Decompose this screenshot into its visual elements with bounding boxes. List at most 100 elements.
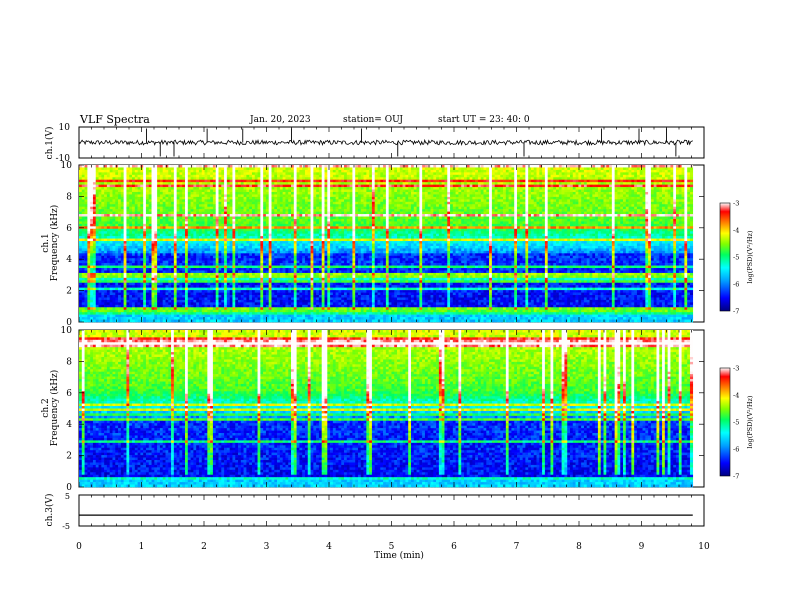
spectrogram-cell [151,167,155,171]
spectrogram-cell [550,201,554,205]
spectrogram-cell [87,189,91,193]
spectrogram-cell [597,165,601,168]
spectrogram-cell [491,169,495,173]
spectrogram-cell [318,172,323,176]
spectrogram-cell [583,204,588,207]
spectrogram-cell [84,211,88,215]
spectrogram-cell [455,191,459,195]
spectrogram-cell [410,165,415,168]
spectrogram-cell [251,177,256,181]
spectrogram-cell [611,172,615,176]
spectrogram-cell [611,216,615,220]
spectrogram-cell [405,167,409,171]
spectrogram-cell [369,182,373,185]
spectrogram-cell [140,189,144,193]
spectrogram-cell [137,184,141,188]
spectrogram-cell [120,177,124,181]
spectrogram-cell [522,191,526,195]
spectrogram-cell [221,199,225,203]
spectrogram-cell [486,174,490,178]
spectrogram-cell [648,214,652,217]
spectrogram-cell [424,172,429,176]
spectrogram-cell [642,199,646,203]
spectrogram-cell [84,196,88,200]
spectrogram-cell [575,211,579,215]
spectrogram-cell [224,184,228,188]
spectrogram-cell [168,165,172,168]
spectrogram-cell [92,209,97,212]
spectrogram-cell [224,214,228,217]
spectrogram-cell [363,199,367,203]
spectrogram-cell [399,187,403,190]
spectrogram-cell [681,196,685,200]
spectrogram-cell [118,191,122,195]
spectrogram-cell [157,172,161,176]
spectrogram-cell [645,187,649,190]
spectrogram-cell [215,184,219,188]
spectrogram-cell [533,199,537,203]
spectrogram-cell [567,216,571,220]
spectrogram-cell [556,216,560,220]
spectrogram-cell [606,174,610,178]
spectrogram-cell [528,177,532,181]
spectrogram-cell [516,191,521,195]
spectrogram-cell [265,167,269,171]
spectrogram-cell [522,199,526,203]
spectrogram-cell [126,169,130,173]
spectrogram-cell [419,209,423,212]
spectrogram-cell [444,204,448,207]
spectrogram-cell [508,177,512,181]
spectrogram-cell [123,169,127,173]
spectrogram-cell [118,218,122,222]
spectrogram-cell [441,214,445,217]
spectrogram-cell [201,214,205,217]
spectrogram-cell [419,187,423,190]
spectrogram-cell [307,209,311,212]
spectrogram-cell [687,165,691,168]
spectrogram-cell [631,169,635,173]
spectrogram-cell [645,206,649,210]
spectrogram-cell [410,174,415,178]
spectrogram-cell [190,167,194,171]
spectrogram-cell [486,209,490,212]
spectrogram-cell [79,211,83,215]
spectrogram-cell [344,201,348,205]
spectrogram-cell [678,189,682,193]
spectrogram-cell [288,174,292,178]
spectrogram-cell [344,199,348,203]
spectrogram-cell [466,179,470,183]
spectrogram-cell [522,189,526,193]
spectrogram-cell [516,209,521,212]
spectrogram-cell [226,214,230,217]
spectrogram-cell [433,201,437,205]
spectrogram-cell [357,196,362,200]
spectrogram-cell [542,211,546,215]
spectrogram-cell [388,189,392,193]
spectrogram-cell [282,194,286,198]
spectrogram-cell [511,211,515,215]
spectrogram-cell [341,196,345,200]
spectrogram-cell [410,216,415,220]
spectrogram-cell [550,191,554,195]
spectrogram-cell [374,204,378,207]
spectrogram-cell [606,206,610,210]
spectrogram-cell [664,179,668,183]
ch1-waveform-trace [78,138,693,147]
spectrogram-cell [620,199,624,203]
spectrogram-cell [260,177,264,181]
spectrogram-cell [285,169,289,173]
spectrogram-cell [383,201,387,205]
spectrogram-cell [274,201,278,205]
spectrogram-cell [614,216,618,220]
spectrogram-cell [438,211,442,215]
spectrogram-cell [508,189,512,193]
spectrogram-cell [123,184,127,188]
spectrogram-cell [132,201,136,205]
spectrogram-cell [330,165,334,168]
spectrogram-cell [670,187,674,190]
spectrogram-cell [357,194,362,198]
spectrogram-cell [391,196,395,200]
spectrogram-cell [402,214,406,217]
spectrogram-cell [143,172,147,176]
spectrogram-cell [162,191,166,195]
